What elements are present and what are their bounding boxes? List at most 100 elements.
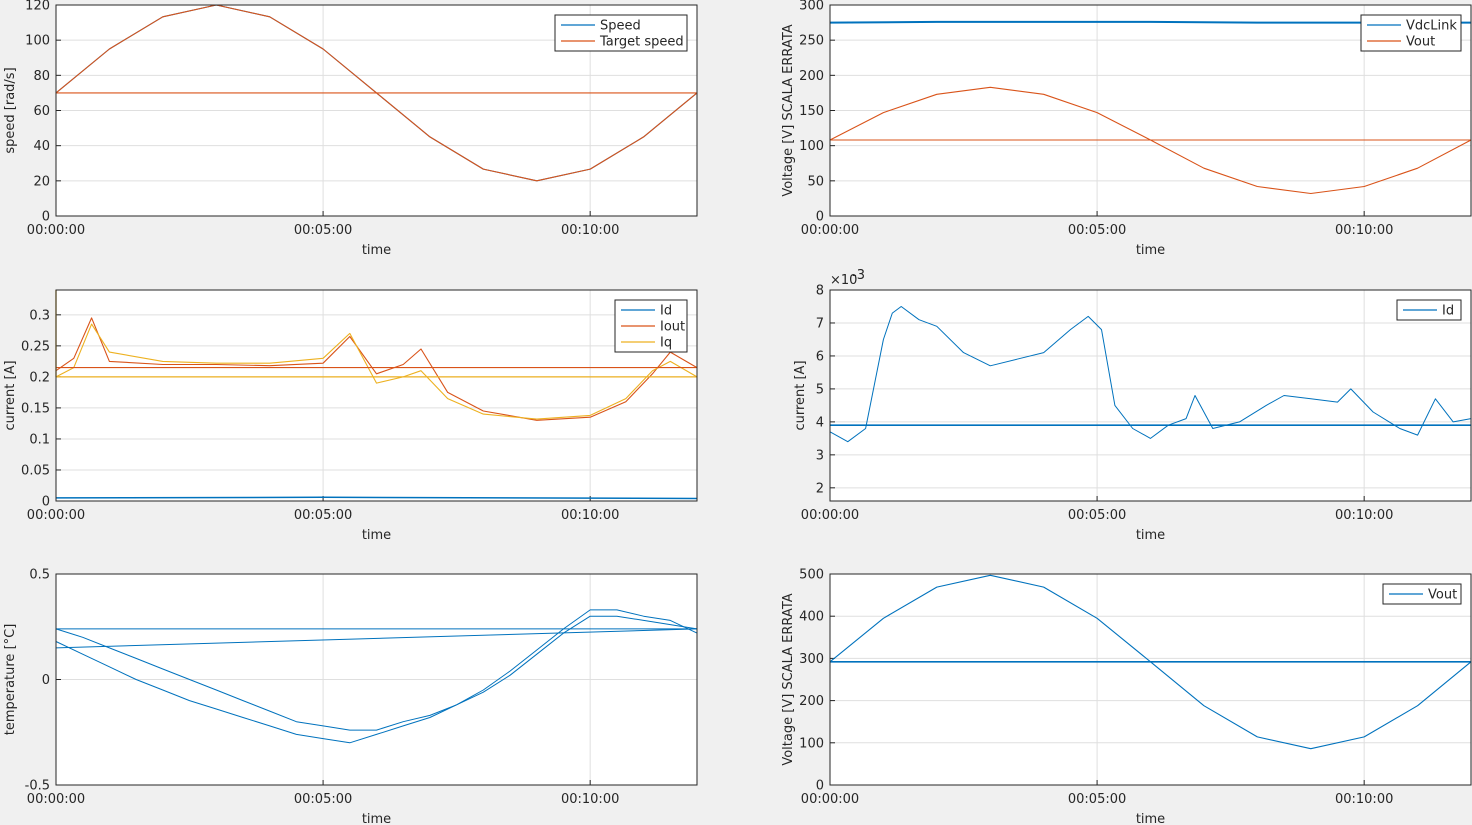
x-axis-label: time [1136,812,1165,825]
y-axis-label: Voltage [V] SCALA ERRATA [781,593,796,765]
x-tick-label: 00:00:00 [801,508,859,523]
x-axis-label: time [362,243,391,258]
x-axis-label: time [362,528,391,543]
y-tick-label: 60 [33,104,50,119]
y-tick-label: 200 [799,69,824,84]
y-tick-label: 80 [33,69,50,84]
y-tick-label: 150 [799,104,824,119]
series-line-unlabeled-3 [55,628,698,649]
series-group [829,306,1472,443]
x-tick-label: 00:05:00 [1068,223,1126,238]
legend-label: Vout [1428,588,1457,603]
axes-box [55,4,698,217]
legend-label: Vout [1406,35,1435,50]
plot-area [830,290,1471,501]
series-group [55,290,698,500]
y-tick-label: 6 [816,349,824,364]
plot-area [56,290,697,501]
y-tick-label: 250 [799,34,824,49]
axes-box [829,573,1472,786]
y-axis-label: current [A] [793,360,808,430]
y-tick-label: 0.05 [21,463,50,478]
series-group [829,574,1472,750]
axes-voltage-bottom: 00:00:00 00:05:00 00:10:00 0 100 200 300 400 500… [781,568,1472,825]
y-tick-label: 0.5 [29,568,50,583]
axes-box [55,289,698,502]
series-line-unlabeled-1 [55,609,698,744]
y-tick-label: 400 [799,610,824,625]
y-tick-label: 0.3 [29,308,50,323]
y-tick-label: 0 [42,673,50,688]
legend-label: Id [1442,304,1454,319]
axes-box [829,4,1472,217]
legend-label: VdcLink [1406,19,1457,34]
legend: Vout [1382,583,1462,605]
x-tick-label: 00:05:00 [1068,508,1126,523]
x-tick-label: 00:05:00 [294,792,352,807]
y-tick-label: 0 [42,210,50,225]
y-tick-label: 0.15 [21,401,50,416]
y-tick-label: 300 [799,652,824,667]
series-group [55,609,698,744]
series-line-id [55,496,698,500]
axes-box [829,289,1472,502]
y-tick-label: 120 [25,0,50,14]
series-group [55,4,698,182]
y-tick-label: 100 [799,139,824,154]
y-tick-label: 5 [816,382,824,397]
axes-current-a: 00:00:00 00:05:00 00:10:00 0 0.05 0.1 0.15 0.2 0… [3,289,698,543]
x-tick-label: 00:10:00 [1335,792,1393,807]
y-tick-label: 2 [816,481,824,496]
y-tick-label: 300 [799,0,824,14]
y-tick-label: 0.25 [21,339,50,354]
x-axis-label: time [362,812,391,825]
legend: Id [1396,299,1462,321]
y-tick-label: 8 [816,284,824,299]
legend-box [554,14,688,52]
axis-exponent: -3 [852,268,865,283]
series-line-id [829,306,1472,443]
series-line-unlabeled-0 [55,615,698,731]
axes-temperature: 00:00:00 00:05:00 00:10:00 -0.5 0 0.5 time temp… [3,568,698,825]
y-tick-label: 40 [33,139,50,154]
y-axis-label: Voltage [V] SCALA ERRATA [781,24,796,196]
y-tick-label: 0.2 [29,370,50,385]
legend-label: Iout [660,320,685,335]
y-tick-label: 0.1 [29,432,50,447]
x-tick-label: 00:05:00 [294,508,352,523]
y-tick-label: -0.5 [25,779,50,794]
x-axis-label: time [1136,243,1165,258]
legend-label: Iq [660,336,672,351]
x-axis-label: time [1136,528,1165,543]
x-tick-label: 00:05:00 [294,223,352,238]
legend-box [1360,14,1462,52]
series-line-iout [55,317,698,421]
y-tick-label: 0 [42,495,50,510]
y-tick-label: 500 [799,568,824,583]
x-tick-label: 00:05:00 [1068,792,1126,807]
y-tick-label: 20 [33,174,50,189]
y-tick-label: 0 [816,779,824,794]
x-tick-label: 00:10:00 [561,792,619,807]
legend-label: Speed [600,19,641,34]
x-tick-label: 00:10:00 [561,223,619,238]
y-tick-label: 0 [816,210,824,225]
axes-box [55,573,698,786]
y-tick-label: 3 [816,448,824,463]
legend-label: Target speed [599,35,684,50]
y-tick-label: 7 [816,316,824,331]
series-line-iq [55,323,698,420]
y-tick-label: 100 [799,736,824,751]
x-tick-label: 00:00:00 [27,508,85,523]
y-axis-label: current [A] [3,360,18,430]
y-tick-label: 100 [25,34,50,49]
x-tick-label: 00:00:00 [27,223,85,238]
y-tick-label: 200 [799,694,824,709]
legend-label: Id [660,304,672,319]
y-axis-label: speed [rad/s] [3,67,18,153]
x-tick-label: 00:00:00 [27,792,85,807]
